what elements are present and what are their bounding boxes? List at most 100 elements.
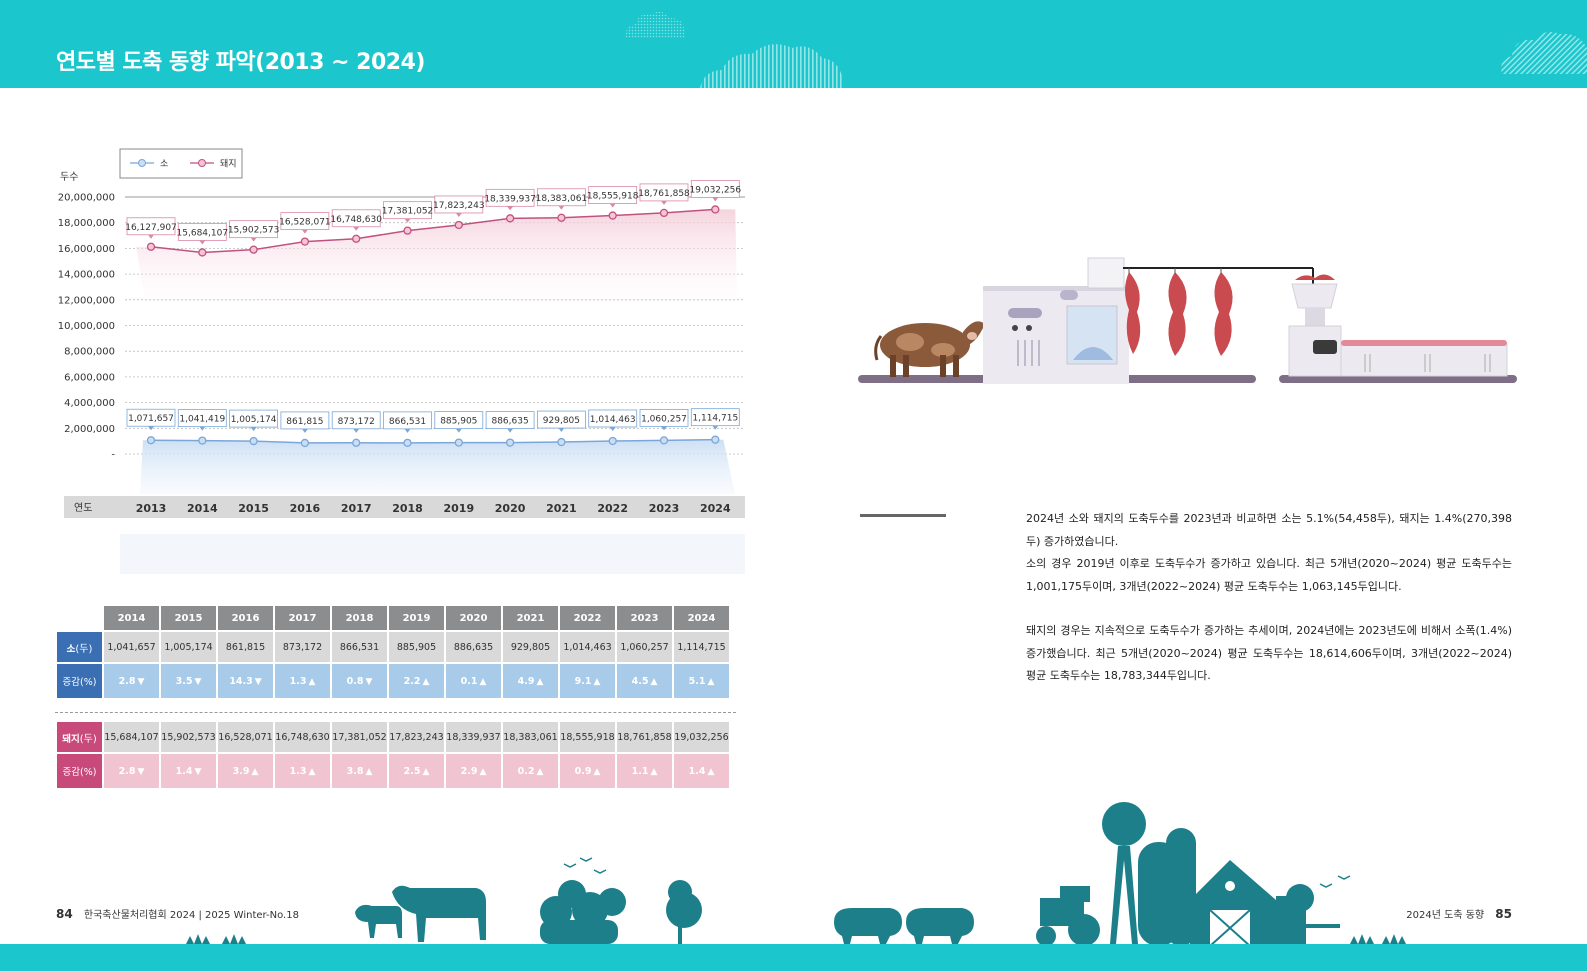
legend-pig-label: 돼지 — [220, 159, 237, 170]
table-change-cell: 1.4 ▲ — [674, 754, 729, 788]
farm-silhouette-illustration — [186, 802, 1406, 947]
change-value: 3.5 — [175, 675, 193, 687]
cow-series-data-label: 929,805 — [543, 416, 580, 426]
grinder-icon — [1288, 274, 1342, 377]
x-tick-label: 2015 — [238, 502, 269, 515]
table-value-cell: 866,531 — [332, 632, 387, 662]
table-value-cell: 17,823,243 — [389, 722, 444, 752]
table-change-cell: 1.3 ▲ — [275, 754, 330, 788]
slaughterhouse-conveyor-illustration — [858, 257, 1517, 384]
y-tick-label: 20,000,000 — [58, 193, 115, 204]
cow-series-label-pointer — [353, 428, 360, 433]
slaughter-line-chart: 두수 20,000,000 18,000,000 16,000,000 14,000,0… — [58, 148, 745, 574]
summary-paragraph-3: 돼지의 경우는 지속적으로 도축두수가 증가하는 추세이며, 2024년에는 2… — [1026, 624, 1512, 682]
arrow-up-icon: ▲ — [251, 766, 259, 777]
change-value: 0.2 — [517, 765, 535, 777]
table-value-cell: 885,905 — [389, 632, 444, 662]
arrow-up-icon: ▲ — [308, 766, 316, 777]
y-tick-label: 6,000,000 — [64, 372, 115, 383]
table-value-cell: 929,805 — [503, 632, 558, 662]
table-change-cell: 2.8 ▼ — [104, 754, 159, 788]
cow-series-label-pointer — [507, 428, 514, 433]
pig-series-data-label: 19,032,256 — [690, 185, 742, 195]
arrow-up-icon: ▲ — [536, 676, 544, 687]
pig-values-row: 돼지(두) 15,684,107 15,902,573 16,528,071 16,7… — [57, 722, 729, 752]
table-value-cell: 17,381,052 — [332, 722, 387, 752]
arrow-up-icon: ▲ — [707, 676, 715, 687]
cow-series-point — [711, 435, 720, 444]
cow-series-point — [454, 438, 463, 447]
footer-right: 2024년 도축 동향 85 — [1406, 906, 1512, 921]
change-value: 4.9 — [517, 675, 535, 687]
y-tick-label: 14,000,000 — [58, 270, 115, 281]
arrow-down-icon: ▼ — [137, 676, 145, 687]
cow-series-label-pointer — [558, 428, 565, 433]
pig-series-label-pointer — [558, 205, 565, 210]
table-value-cell: 873,172 — [275, 632, 330, 662]
table-value-cell: 1,005,174 — [161, 632, 216, 662]
cow-series-point — [505, 438, 515, 447]
change-value: 0.9 — [574, 765, 592, 777]
pig-series-point — [454, 220, 463, 230]
arrow-up-icon: ▲ — [365, 766, 373, 777]
x-axis-title: 연도 — [74, 502, 92, 514]
x-tick-label: 2014 — [187, 502, 218, 515]
table-change-cell: 4.5 ▲ — [617, 664, 672, 698]
table-year-header: 2018 — [332, 606, 387, 630]
x-tick-label: 2016 — [290, 502, 321, 515]
pig-change-label: 증감(%) — [57, 754, 102, 788]
cloud-icon — [1501, 32, 1587, 74]
x-tick-label: 2024 — [700, 502, 731, 515]
change-value: 3.9 — [232, 765, 250, 777]
cow-area-shadow — [120, 534, 745, 574]
cow-series-data-label: 885,905 — [440, 417, 477, 427]
table-corner — [57, 606, 102, 630]
processing-machine-icon — [983, 257, 1129, 384]
pig-series-data-label: 16,748,630 — [330, 215, 382, 225]
pig-series-label-pointer — [353, 226, 360, 231]
table-year-header: 2021 — [503, 606, 558, 630]
cow-series-data-label: 1,071,657 — [128, 414, 174, 424]
pig-series-data-label: 16,528,071 — [279, 218, 331, 228]
table-value-cell: 1,041,657 — [104, 632, 159, 662]
pig-series-label-pointer — [199, 240, 206, 245]
table-change-cell: 0.1 ▲ — [446, 664, 501, 698]
cloud-icon — [700, 44, 844, 88]
arrow-up-icon: ▲ — [707, 766, 715, 777]
pig-stats-table: 돼지(두) 15,684,107 15,902,573 16,528,071 16,7… — [55, 720, 731, 790]
arrow-down-icon: ▼ — [194, 766, 202, 777]
pig-series-label-pointer — [609, 203, 616, 208]
change-value: 14.3 — [229, 675, 253, 687]
table-year-header: 2016 — [218, 606, 273, 630]
summary-paragraph-2: 소의 경우 2019년 이후로 도축두수가 증가하고 있습니다. 최근 5개년(… — [1026, 557, 1512, 593]
pig-series-data-label: 15,684,107 — [177, 228, 229, 238]
change-value: 2.8 — [118, 675, 136, 687]
cow-series-point — [659, 436, 669, 445]
page-number-left: 84 — [56, 907, 73, 921]
x-tick-label: 2023 — [649, 502, 680, 515]
header-band — [0, 0, 1587, 88]
cow-series-data-label: 873,172 — [338, 417, 375, 427]
change-value: 2.8 — [118, 765, 136, 777]
change-value: 1.4 — [688, 765, 706, 777]
summary-paragraph-1: 2024년 소와 돼지의 도축두수를 2023년과 비교하면 소는 5.1%(5… — [1026, 512, 1512, 548]
summary-text: 2024년 소와 돼지의 도축두수를 2023년과 비교하면 소는 5.1%(5… — [1026, 508, 1512, 688]
cow-series-label-pointer — [199, 426, 206, 431]
table-value-cell: 1,114,715 — [674, 632, 729, 662]
table-change-cell: 3.8 ▲ — [332, 754, 387, 788]
cow-change-row: 증감(%) 2.8 ▼ 3.5 ▼ 14.3 ▼ 1.3 ▲ 0.8 ▼ 2.2 ▲ 0.1 ▲ 4.9 ▲ 9… — [57, 664, 729, 698]
table-year-header: 2022 — [560, 606, 615, 630]
arrow-up-icon: ▲ — [650, 766, 658, 777]
y-tick-label: 18,000,000 — [58, 218, 115, 229]
pig-series-data-label: 18,383,061 — [536, 194, 588, 204]
table-value-cell: 18,555,918 — [560, 722, 615, 752]
table-change-cell: 2.2 ▲ — [389, 664, 444, 698]
pig-series-point — [198, 248, 207, 257]
table-value-cell: 15,902,573 — [161, 722, 216, 752]
cow-series-data-label: 866,531 — [389, 417, 426, 427]
pig-series-point — [300, 237, 310, 246]
hanging-meat-icon — [1125, 268, 1233, 356]
section-name: 2024년 도축 동향 — [1406, 910, 1485, 921]
cow-series-data-label: 1,041,419 — [179, 415, 225, 425]
cow-series-point — [608, 436, 617, 446]
